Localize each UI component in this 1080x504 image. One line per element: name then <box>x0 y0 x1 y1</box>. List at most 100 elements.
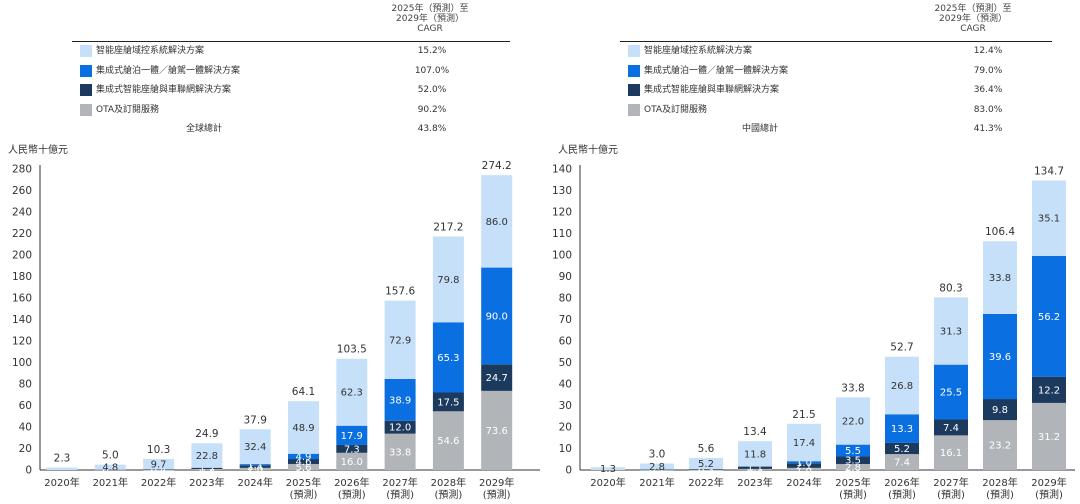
data-label: 33.8 <box>989 273 1011 284</box>
cagr-header-line: CAGR <box>960 24 986 34</box>
y-tick-label: 0 <box>25 465 32 477</box>
y-tick-label: 100 <box>552 250 572 262</box>
data-label: 1.0 <box>796 464 812 475</box>
data-label: 38.9 <box>389 395 411 406</box>
bar-segment-smart-cockpit <box>336 358 368 426</box>
y-tick-label: 130 <box>552 185 572 197</box>
cagr-header-line: 2025年（預測）至 <box>391 4 469 14</box>
bar-segment-smart-cockpit <box>288 401 319 454</box>
bar-segment-smart-cockpit <box>143 458 175 470</box>
y-tick-label: 60 <box>19 400 32 412</box>
legend-swatch <box>628 65 640 77</box>
data-label: 79.8 <box>437 275 459 286</box>
bar-segment-integrated-cockpit-connectivity <box>191 467 223 470</box>
legend-row-smart-cockpit: 智能座艙域控系統解決方案 12.4% <box>628 44 1052 58</box>
total-label: 中國總計 <box>742 124 779 134</box>
legend-cagr: 90.2% <box>417 105 447 115</box>
bar-segment-smart-cockpit <box>836 397 870 445</box>
legend-label: OTA及訂閱服務 <box>644 105 708 115</box>
data-label: 5.5 <box>845 446 861 457</box>
data-label: 86.0 <box>486 217 508 228</box>
bar-segment-ota <box>1032 402 1066 470</box>
bar-segment-integrated-cockpit-driving <box>239 464 271 466</box>
bar-segment-integrated-cockpit-driving <box>983 313 1017 400</box>
legend-swatch <box>80 45 92 57</box>
data-label: 56.2 <box>1038 312 1060 323</box>
y-tick-label: 0 <box>565 465 572 477</box>
bar-segment-ota <box>239 467 271 470</box>
china-panel: 2025年（預測）至 2029年（預測） CAGR 智能座艙域控系統解決方案 1… <box>540 0 1080 504</box>
data-label: 1.1 <box>747 463 763 474</box>
total-cagr: 41.3% <box>973 124 1003 134</box>
bar-segment-integrated-cockpit-connectivity <box>787 463 821 468</box>
bar-segment-ota <box>689 469 723 471</box>
x-tick-label: 2024年 <box>237 476 272 489</box>
y-tick-label: 80 <box>559 293 572 305</box>
header-rule <box>72 41 510 42</box>
y-tick-label: 140 <box>552 164 572 176</box>
data-label: 12.0 <box>389 423 411 434</box>
x-tick-label: 2023年 <box>189 476 224 489</box>
cagr-header: 2025年（預測）至 2029年（預測） CAGR <box>923 4 1023 34</box>
data-label: 17.4 <box>793 438 815 449</box>
data-label: 65.3 <box>437 353 459 364</box>
legend-cagr: 15.2% <box>417 46 447 56</box>
bar-segment-ota <box>143 469 175 471</box>
data-label: 0.5 <box>747 465 763 476</box>
legend-cagr: 79.0% <box>973 66 1003 76</box>
data-label: 5.2 <box>894 444 910 455</box>
bar-segment-smart-cockpit <box>885 356 919 415</box>
bar-segment-smart-cockpit <box>983 241 1017 314</box>
data-label: 0.1 <box>698 465 714 476</box>
legend-label: 智能座艙域控系統解決方案 <box>96 46 205 56</box>
y-tick-label: 50 <box>559 357 572 369</box>
y-tick-label: 140 <box>12 314 32 326</box>
data-label: 73.6 <box>486 426 508 437</box>
total-label: 157.6 <box>385 286 415 298</box>
unit-label: 人民幣十億元 <box>8 145 68 156</box>
data-label: 2.1 <box>796 461 812 472</box>
total-label: 2.3 <box>54 453 71 465</box>
x-tick-label: 2020年 <box>44 476 79 489</box>
data-label: 0.2 <box>151 465 167 476</box>
china-chart: 01020304050607080901001101201301401.3202… <box>552 164 1075 501</box>
legend-cagr: 52.0% <box>417 85 447 95</box>
legend-label: 智能座艙域控系統解決方案 <box>644 46 753 56</box>
data-label: 0.4 <box>151 465 167 476</box>
bar-segment-integrated-cockpit-connectivity <box>885 442 919 455</box>
bar-segment-smart-cockpit <box>94 464 126 470</box>
legend-swatch <box>80 84 92 96</box>
legend-label: 集成式智能座艙與車聯網解決方案 <box>644 85 780 95</box>
total-label: 80.3 <box>939 282 962 294</box>
bar-segment-integrated-cockpit-connectivity <box>239 465 271 468</box>
x-tick-label: (預測) <box>1035 488 1063 501</box>
bar-segment-smart-cockpit <box>689 457 723 470</box>
x-tick-label: 2029年 <box>1031 476 1066 489</box>
y-tick-label: 120 <box>12 336 32 348</box>
y-tick-label: 20 <box>19 443 32 455</box>
data-label: 7.3 <box>344 444 360 455</box>
bar-segment-ota <box>432 411 464 470</box>
legend-swatch <box>628 104 640 116</box>
data-label: 2.8 <box>845 462 861 473</box>
total-label: 13.4 <box>743 426 767 438</box>
cagr-header-line: 2025年（預測）至 <box>934 4 1012 14</box>
data-label: 5.2 <box>698 459 714 470</box>
legend-row-cockpit-connectivity: 集成式智能座艙與車聯網解決方案 36.4% <box>628 83 1052 97</box>
y-tick-label: 220 <box>12 228 32 240</box>
bar-segment-ota <box>384 433 416 470</box>
data-label: 2.8 <box>649 462 665 473</box>
x-tick-label: 2027年 <box>933 476 968 489</box>
total-label: 103.5 <box>337 344 367 356</box>
y-tick-label: 30 <box>559 400 572 412</box>
total-label: 64.1 <box>292 386 315 398</box>
x-tick-label: 2026年 <box>334 476 369 489</box>
bar-segment-ota <box>787 467 821 470</box>
bar-segment-integrated-cockpit-connectivity <box>738 466 772 469</box>
data-label: 39.6 <box>989 352 1011 363</box>
legend-row-ota: OTA及訂閱服務 90.2% <box>80 103 510 117</box>
data-label: 7.4 <box>894 458 910 469</box>
y-tick-label: 10 <box>559 443 572 455</box>
data-label: 16.0 <box>341 457 363 468</box>
y-tick-label: 20 <box>559 422 572 434</box>
